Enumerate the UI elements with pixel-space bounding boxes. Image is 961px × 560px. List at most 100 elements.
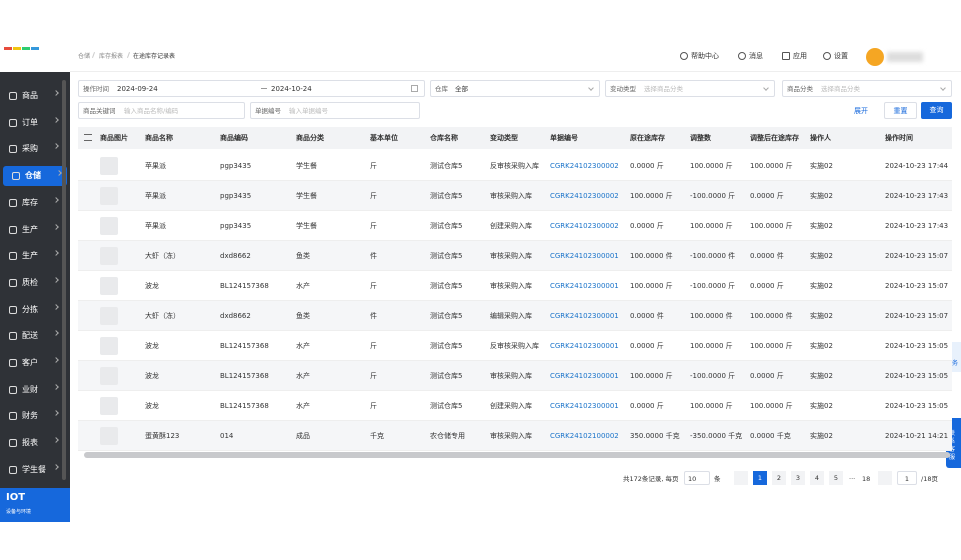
table-cell: 2024-10-23 15:05 — [885, 342, 949, 350]
table-cell: BL124157368 — [220, 402, 269, 410]
table-cell[interactable]: CGRK24102300001 — [550, 312, 619, 320]
table-cell: 编辑采购入库 — [490, 312, 532, 320]
table-cell: 2024-10-23 17:43 — [885, 222, 949, 230]
sidebar-item[interactable]: 财务 — [0, 406, 66, 426]
table-cell[interactable]: CGRK24102300001 — [550, 342, 619, 350]
page-button[interactable]: 5 — [829, 471, 843, 485]
header-icon[interactable] — [782, 52, 790, 60]
header-action[interactable]: 应用 — [793, 52, 807, 60]
filter-label: 仓库 — [435, 85, 448, 93]
page-input[interactable]: 1 — [897, 471, 917, 485]
sidebar-icon — [9, 332, 17, 341]
filter-field[interactable]: 商品关键词 输入商品名称/编码 — [78, 102, 245, 119]
sidebar-label: 采购 — [22, 144, 38, 154]
sidebar: 商品 订单 采购 仓储 库存 生产 生产 质检 分拣 配送 客户 业财 财务 报表 学生餐 — [0, 72, 70, 522]
table-cell[interactable]: CGRK24102300001 — [550, 252, 619, 260]
header-action[interactable]: 设置 — [834, 52, 848, 60]
total-pages: /18页 — [921, 475, 938, 483]
last-page[interactable]: 18 — [862, 475, 871, 483]
search-button[interactable]: 查询 — [921, 102, 952, 119]
product-image — [100, 307, 118, 325]
sidebar-arrow — [53, 90, 59, 96]
header-action[interactable]: 消息 — [749, 52, 763, 60]
sidebar-item[interactable]: 商品 — [0, 86, 66, 106]
sidebar-item[interactable]: 仓储 — [3, 166, 67, 187]
table-cell: 0.0000 千克 — [750, 432, 791, 440]
page-number: 5 — [833, 474, 839, 482]
filter-field[interactable]: 变动类型 选择商品分类 — [605, 80, 775, 97]
table-cell[interactable]: CGRK24102300002 — [550, 192, 619, 200]
table-cell: 0.0000 斤 — [630, 162, 664, 170]
header-icon[interactable] — [738, 52, 746, 60]
table-cell: 实施02 — [810, 162, 833, 170]
table-cell: 审核采购入库 — [490, 432, 532, 440]
date-range[interactable]: 操作时间 2024-09-24 2024-10-24 — [78, 80, 425, 97]
sidebar-label: 配送 — [22, 331, 38, 341]
table-cell: 斤 — [370, 192, 377, 200]
sidebar-item[interactable]: 客户 — [0, 353, 66, 373]
reset-button[interactable]: 重置 — [884, 102, 917, 119]
sidebar-item[interactable]: 配送 — [0, 326, 66, 346]
page-ellipsis: ··· — [849, 475, 856, 483]
sidebar-item[interactable]: 生产 — [0, 246, 66, 266]
table-cell[interactable]: CGRK24102300001 — [550, 372, 619, 380]
table-cell: BL124157368 — [220, 342, 269, 350]
header-icon[interactable] — [680, 52, 688, 60]
avatar[interactable] — [866, 48, 884, 66]
logo-bar — [22, 47, 30, 50]
table-cell[interactable]: CGRK24102300001 — [550, 402, 619, 410]
page-button[interactable]: 1 — [753, 471, 767, 485]
header-action[interactable]: 帮助中心 — [691, 52, 719, 60]
sidebar-item[interactable]: 库存 — [0, 193, 66, 213]
iot-box[interactable]: IOT 设备与环境 — [0, 488, 70, 522]
sidebar-item[interactable]: 采购 — [0, 139, 66, 159]
next-button[interactable] — [878, 471, 892, 485]
sidebar-item[interactable]: 学生餐 — [0, 460, 66, 480]
table-cell: 水产 — [296, 372, 310, 380]
sidebar-item[interactable]: 生产 — [0, 220, 66, 240]
prev-button[interactable] — [734, 471, 748, 485]
table-cell: 斤 — [370, 342, 377, 350]
page-size-select[interactable]: 10 — [684, 471, 710, 485]
table-cell: 实施02 — [810, 192, 833, 200]
column-setting-icon[interactable] — [84, 134, 92, 141]
table-cell: 100.0000 件 — [690, 312, 733, 320]
logo-bar — [13, 47, 21, 50]
filter-field[interactable]: 单据编号 输入单据编号 — [250, 102, 420, 119]
sidebar-item[interactable]: 分拣 — [0, 300, 66, 320]
table-cell: 100.0000 斤 — [630, 372, 673, 380]
table-cell: 斤 — [370, 282, 377, 290]
h-scrollbar[interactable] — [84, 452, 950, 458]
filter-field[interactable]: 仓库 全部 — [430, 80, 600, 97]
column-header: 操作时间 — [885, 134, 913, 142]
sidebar-item[interactable]: 订单 — [0, 113, 66, 133]
table-cell: pgp3435 — [220, 192, 252, 200]
table-cell[interactable]: CGRK24102300002 — [550, 222, 619, 230]
sidebar-item[interactable]: 报表 — [0, 433, 66, 453]
header-icon[interactable] — [823, 52, 831, 60]
page-button[interactable]: 2 — [772, 471, 786, 485]
page-button[interactable]: 3 — [791, 471, 805, 485]
page-number: 4 — [814, 474, 820, 482]
table-cell[interactable]: CGRK24102100002 — [550, 432, 619, 440]
page-button[interactable]: 4 — [810, 471, 824, 485]
iot-subtitle: 设备与环境 — [6, 509, 32, 515]
table-cell: 审核采购入库 — [490, 372, 532, 380]
sidebar-label: 质检 — [22, 277, 38, 287]
page-number: 2 — [776, 474, 782, 482]
table-cell: 100.0000 斤 — [690, 162, 733, 170]
sidebar-arrow — [53, 196, 59, 203]
expand-link[interactable]: 展开 — [854, 107, 868, 115]
sidebar-item[interactable]: 质检 — [0, 273, 66, 293]
filter-placeholder: 输入单据编号 — [289, 107, 328, 115]
table-cell[interactable]: CGRK24102300001 — [550, 282, 619, 290]
sidebar-item[interactable]: 业财 — [0, 380, 66, 400]
table-cell: 测试仓库5 — [430, 192, 463, 200]
sidebar-arrow — [53, 143, 59, 150]
table-cell: 0.0000 斤 — [630, 402, 664, 410]
dropdown-arrow — [588, 85, 594, 91]
table-row — [78, 211, 952, 241]
filter-field[interactable]: 商品分类 选择商品分类 — [782, 80, 952, 97]
table-cell[interactable]: CGRK24102300002 — [550, 162, 619, 170]
